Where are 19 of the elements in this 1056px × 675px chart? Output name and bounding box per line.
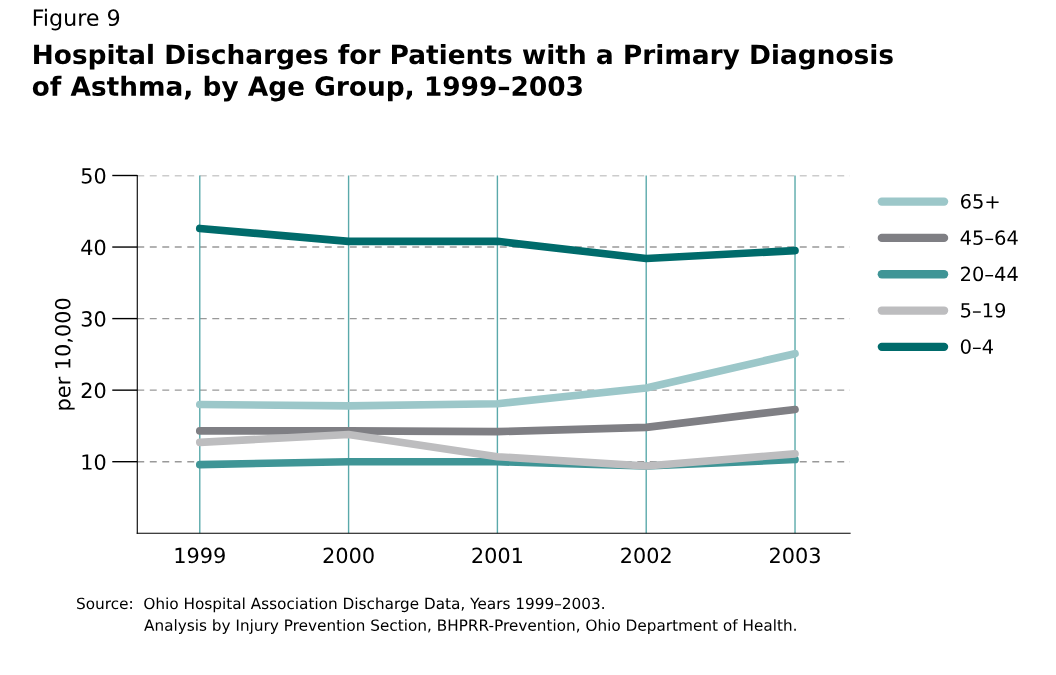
- x-tick-label: 2003: [770, 547, 820, 564]
- legend-label: 65+: [960, 193, 999, 209]
- caption: Figure 9: [33, 8, 120, 31]
- y-tick-label: 40: [81, 239, 106, 256]
- x-tick-label: 2002: [621, 547, 671, 564]
- chart-title: Hospital Discharges for Patients with a Primary Diagnosis of Asthma, by Age Group, 1999–2003: [32, 43, 893, 102]
- legend-label: 0–4: [960, 339, 993, 354]
- source-note: Source: Ohio Hospital Association Discharge Data, Years 1999–2003. Analysis by Injury Prevention Section, BHPRR-Prevention, Ohio Department of Health.: [77, 597, 796, 634]
- y-tick-label: 50: [81, 167, 106, 184]
- y-axis-title: per 10,000: [54, 298, 75, 410]
- y-tick-label: 10: [82, 454, 106, 470]
- legend-label: 5–19: [961, 302, 1006, 318]
- x-tick-label: 2001: [472, 547, 522, 564]
- y-tick-label: 20: [81, 382, 106, 399]
- legend-label: 20–44: [961, 266, 1018, 282]
- y-tick-label: 30: [81, 311, 106, 327]
- legend-label: 45–64: [960, 230, 1018, 245]
- x-tick-label: 2000: [323, 547, 374, 564]
- x-tick-label: 1999: [175, 547, 225, 564]
